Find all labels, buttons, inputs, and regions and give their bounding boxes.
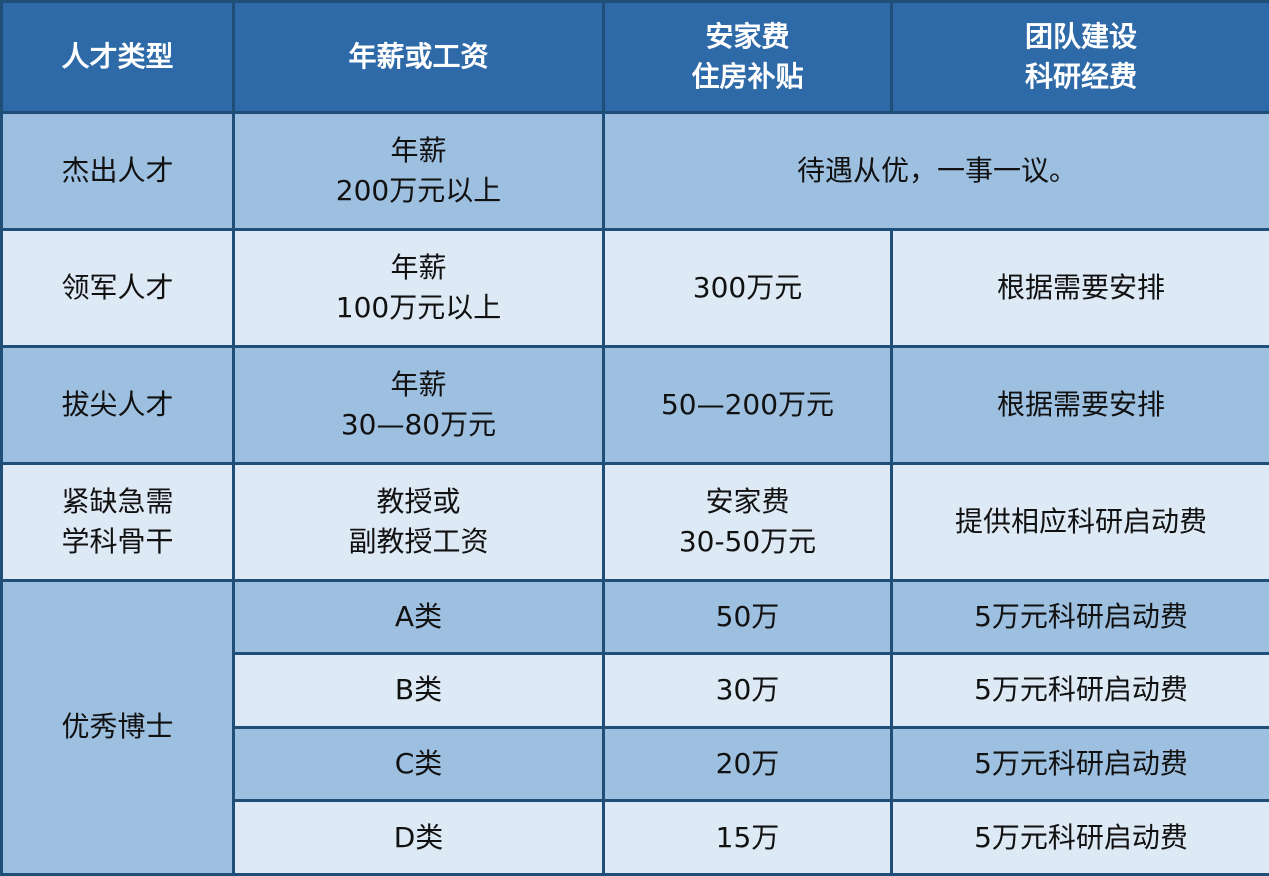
header-text: 年薪或工资 (348, 39, 489, 73)
table-row: 拔尖人才 年薪 30—80万元 50—200万元 根据需要安排 (0, 344, 1269, 465)
cell-text: 50—200万元 (660, 387, 835, 421)
table-row: 领军人才 年薪 100万元以上 300万元 根据需要安排 (0, 227, 1269, 348)
cell-merged: 待遇从优，一事一议。 (602, 110, 1269, 231)
cell-housing: 20万 (602, 725, 893, 803)
cell-research: 5万元科研启动费 (890, 725, 1269, 803)
table-row: C类 20万 5万元科研启动费 (1, 725, 1269, 803)
table-row: 紧缺急需学科骨干 教授或副教授工资 安家费 30-50万元 提供相应科研启动费 (0, 461, 1269, 582)
cell-text: 年薪 (390, 250, 447, 284)
cell-housing: 50万 (602, 578, 893, 656)
cell-salary: 年薪 30—80万元 (232, 344, 605, 465)
cell-text: 领军人才 (61, 270, 174, 304)
cell-housing: 50—200万元 (602, 344, 893, 465)
cell-research: 提供相应科研启动费 (890, 461, 1269, 582)
cell-type: 杰出人才 (0, 110, 235, 231)
table-row: 杰出人才 年薪 200万元以上 待遇从优，一事一议。 (0, 110, 1269, 231)
cell-grade: D类 (232, 799, 605, 876)
cell-type: 紧缺急需 学科骨干 (0, 461, 235, 582)
cell-grade: C类 (232, 725, 605, 803)
table-row: B类 30万 5万元科研启动费 (1, 652, 1269, 729)
cell-text: 学科骨干 (61, 524, 174, 558)
cell-salary: 年薪 100万元以上 (232, 227, 605, 348)
cell-text: 提供相应科研启动费 (954, 504, 1207, 538)
cell-text: 安家费 (705, 484, 790, 518)
header-text: 人才类型 (61, 39, 174, 73)
cell-grade: B类 (232, 652, 605, 729)
cell-text: 根据需要安排 (996, 387, 1165, 421)
cell-research: 5万元科研启动费 (890, 652, 1269, 729)
cell-research: 根据需要安排 (890, 227, 1269, 348)
cell-text: 优秀博士 (61, 710, 174, 744)
header-text: 科研经费 (1024, 59, 1137, 93)
cell-research: 5万元科研启动费 (890, 578, 1269, 656)
cell-salary: 教授或 副教授工资 (232, 461, 605, 582)
cell-text: 杰出人才 (61, 153, 174, 187)
cell-text: 待遇从优，一事一议。 (796, 153, 1077, 187)
cell-type: 拔尖人才 (0, 344, 235, 465)
header-housing: 安家费 住房补贴 (602, 0, 893, 114)
cell-housing: 30万 (602, 652, 893, 729)
header-salary: 年薪或工资 (232, 0, 605, 114)
cell-grade: A类 (232, 578, 605, 656)
header-text: 团队建设 (1024, 19, 1137, 53)
header-talent-type: 人才类型 (0, 0, 235, 114)
cell-type: 领军人才 (0, 227, 235, 348)
header-row: 人才类型 年薪或工资 安家费住房补贴 团队建设科研经费 (0, 0, 1269, 114)
cell-text: 根据需要安排 (996, 270, 1165, 304)
cell-housing: 安家费 30-50万元 (602, 461, 893, 582)
cell-text: 年薪 (390, 367, 447, 401)
header-text: 安家费 (705, 19, 790, 53)
cell-text: 副教授工资 (348, 524, 489, 558)
cell-text: 30-50万元 (678, 524, 817, 558)
cell-salary: 年薪 200万元以上 (232, 110, 605, 231)
cell-text: 300万元 (692, 270, 803, 304)
cell-research: 根据需要安排 (890, 344, 1269, 465)
cell-text: 30—80万元 (340, 407, 497, 441)
cell-type: 优秀博士 (0, 578, 235, 876)
cell-text: 100万元以上 (335, 290, 502, 324)
cell-text: 拔尖人才 (61, 387, 174, 421)
header-research: 团队建设 科研经费 (890, 0, 1269, 114)
cell-text: 200万元以上 (335, 173, 502, 207)
cell-housing: 15万 (602, 799, 893, 876)
header-text: 住房补贴 (691, 59, 804, 93)
cell-text: 年薪 (390, 133, 447, 167)
table-row: 优秀博士 A类 50万 5万元科研启动费 (0, 578, 1269, 876)
cell-housing: 300万元 (602, 227, 893, 348)
cell-text: 紧缺急需 (61, 484, 174, 518)
cell-research: 5万元科研启动费 (890, 799, 1269, 876)
cell-text: 教授或 (376, 484, 461, 518)
